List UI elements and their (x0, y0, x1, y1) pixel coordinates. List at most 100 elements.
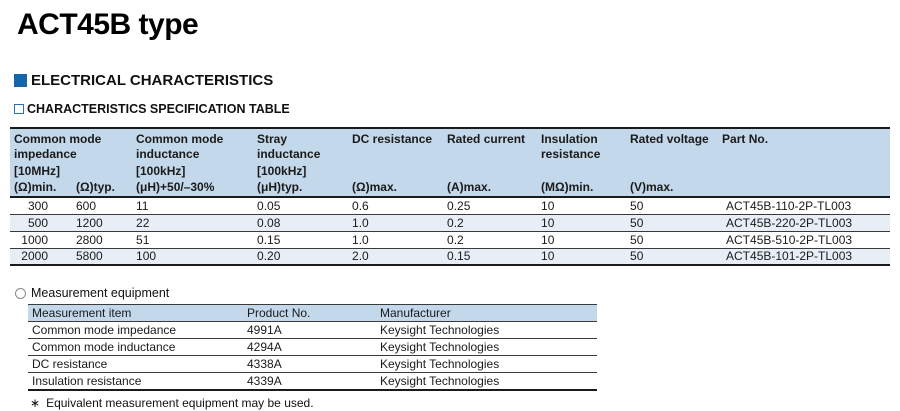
table-cell: 50 (630, 198, 644, 213)
unit-impedance-min: (Ω)min. (10, 180, 72, 198)
measurement-equipment-label: Measurement equipment (31, 286, 170, 300)
table-cell: 4991A (247, 323, 282, 337)
table-cell: 22 (136, 215, 150, 230)
table-cell: Keysight Technologies (380, 340, 500, 354)
table-cell: 51 (136, 232, 150, 247)
table-cell: 1.0 (352, 232, 369, 247)
measurement-table: Measurement item Product No. Manufacture… (28, 304, 597, 391)
table-cell: 10 (541, 215, 555, 230)
table-cell: ACT45B-510-2P-TL003 (726, 232, 853, 247)
spec-header-units-row: (Ω)min. (Ω)typ. (μH)+50/–30% (μH)typ. (Ω… (10, 180, 891, 198)
col-common-mode-inductance: Common mode inductance (132, 128, 254, 164)
cond-empty (348, 164, 444, 180)
unit-impedance-typ: (Ω)typ. (72, 180, 133, 198)
table-cell: 0.2 (447, 215, 464, 230)
table-cell: 50 (630, 249, 644, 264)
col-rated-voltage: Rated voltage (626, 128, 719, 164)
table-cell: 0.15 (257, 232, 281, 247)
table-cell: 500 (27, 215, 48, 230)
table-cell: 1000 (21, 232, 48, 247)
spec-header-condition-row: [10MHz] [100kHz] [100kHz] (10, 164, 891, 180)
col-measurement-item: Measurement item (28, 304, 243, 322)
measurement-equipment-heading: Measurement equipment (15, 286, 900, 300)
table-cell: 10 (541, 232, 555, 247)
table-cell: 50 (630, 215, 644, 230)
table-cell: 0.2 (447, 232, 464, 247)
table-cell: 0.15 (447, 249, 471, 264)
table-cell: 0.20 (257, 249, 281, 264)
table-cell: 50 (630, 232, 644, 247)
section-spec-label: CHARACTERISTICS SPECIFICATION TABLE (27, 102, 290, 116)
col-product-no: Product No. (243, 304, 376, 322)
table-cell: 100 (136, 249, 157, 264)
table-cell: 5800 (76, 249, 103, 264)
asterisk-marker: ∗ (30, 395, 41, 410)
cond-empty (537, 164, 627, 180)
footnote-text: Equivalent measurement equipment may be … (46, 395, 314, 410)
table-row: 300 600 11 0.05 0.6 0.25 10 50 ACT45B-110-2P-TL0… (10, 197, 891, 214)
table-cell: 4339A (247, 373, 282, 388)
unit-dc-resistance: (Ω)max. (348, 180, 444, 198)
table-cell: Insulation resistance (32, 373, 142, 388)
unit-stray: (μH)typ. (253, 180, 349, 198)
outline-square-icon (14, 104, 24, 114)
table-row: 2000 5800 100 0.20 2.0 0.15 10 50 ACT45B-101-2P-… (10, 248, 891, 265)
table-cell: 10 (541, 249, 555, 264)
unit-rated-current: (A)max. (443, 180, 538, 198)
table-row: DC resistance 4338A Keysight Technologies (28, 356, 597, 373)
table-cell: DC resistance (32, 357, 108, 371)
table-cell: ACT45B-110-2P-TL003 (726, 198, 852, 213)
table-cell: ACT45B-101-2P-TL003 (726, 249, 853, 264)
table-cell: 1200 (76, 215, 103, 230)
equipment-footnote: ∗ Equivalent measurement equipment may be… (30, 396, 900, 410)
table-row: Insulation resistance 4339A Keysight Techn… (28, 373, 597, 390)
cond-empty (626, 164, 719, 180)
unit-inductance: (μH)+50/–30% (132, 180, 254, 198)
col-dc-resistance: DC resistance (348, 128, 444, 164)
table-cell: Keysight Technologies (380, 323, 500, 337)
spec-header-names-row: Common mode impedance Common mode induct… (10, 128, 891, 164)
table-cell: Common mode inductance (32, 340, 176, 354)
col-common-mode-impedance: Common mode impedance (10, 128, 133, 164)
measurement-header-row: Measurement item Product No. Manufacture… (28, 304, 597, 322)
section-electrical-characteristics: ELECTRICAL CHARACTERISTICS (14, 72, 900, 89)
table-cell: 2800 (76, 232, 103, 247)
table-cell: 0.05 (257, 198, 281, 213)
spec-table-header: Common mode impedance Common mode induct… (10, 128, 891, 198)
table-cell: Keysight Technologies (380, 373, 500, 388)
table-cell: 1.0 (352, 215, 369, 230)
unit-rated-voltage: (V)max. (626, 180, 719, 198)
measurement-table-body: Common mode impedance 4991A Keysight Techn… (28, 322, 597, 390)
table-cell: ACT45B-220-2P-TL003 (726, 215, 853, 230)
cond-empty (718, 164, 891, 180)
col-rated-current: Rated current (443, 128, 538, 164)
table-cell: 2000 (21, 249, 48, 264)
col-insulation-resistance: Insulation resistance (537, 128, 627, 164)
table-cell: 4338A (247, 357, 282, 371)
table-row: 500 1200 22 0.08 1.0 0.2 10 50 ACT45B-220-2P-TL0… (10, 214, 891, 231)
table-cell: 0.08 (257, 215, 281, 230)
col-stray-inductance: Stray inductance (253, 128, 349, 164)
section-spec-table: CHARACTERISTICS SPECIFICATION TABLE (14, 102, 900, 116)
table-row: Common mode impedance 4991A Keysight Techn… (28, 322, 597, 339)
cond-empty (443, 164, 538, 180)
spec-table: Common mode impedance Common mode induct… (10, 127, 891, 266)
spec-table-body: 300 600 11 0.05 0.6 0.25 10 50 ACT45B-110-2P-TL0… (10, 197, 891, 265)
table-cell: 0.6 (352, 198, 369, 213)
table-cell: 0.25 (447, 198, 471, 213)
table-cell: Keysight Technologies (380, 357, 500, 371)
col-part-no: Part No. (718, 128, 891, 164)
table-row: 1000 2800 51 0.15 1.0 0.2 10 50 ACT45B-510-2P-TL… (10, 231, 891, 248)
section-electrical-label: ELECTRICAL CHARACTERISTICS (31, 72, 274, 89)
table-cell: 600 (76, 198, 97, 213)
cond-stray: [100kHz] (253, 164, 349, 180)
table-cell: 4294A (247, 340, 282, 354)
page-title: ACT45B type (17, 8, 199, 41)
table-row: Common mode inductance 4294A Keysight Tech… (28, 339, 597, 356)
col-manufacturer: Manufacturer (376, 304, 597, 322)
table-cell: 300 (27, 198, 48, 213)
circle-bullet-icon (15, 287, 26, 299)
filled-square-icon (14, 74, 27, 87)
table-cell: 11 (136, 198, 149, 213)
unit-empty (718, 180, 891, 198)
